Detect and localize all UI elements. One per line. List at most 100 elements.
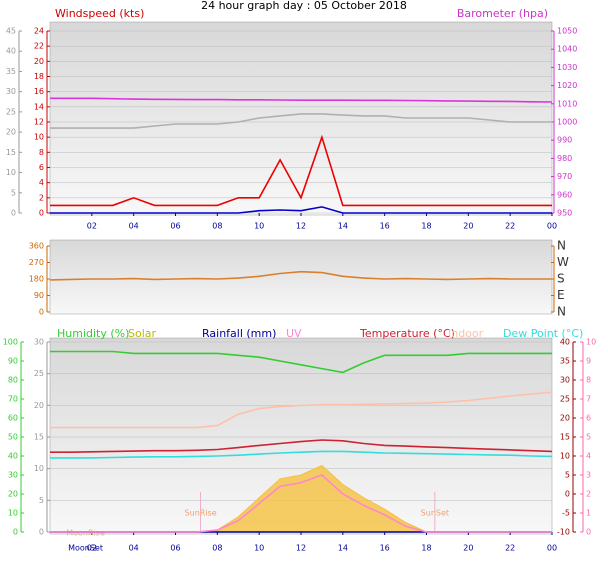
x-tick-label: 08	[212, 544, 222, 553]
y-tick-label: 10	[560, 452, 570, 461]
line	[50, 134, 552, 207]
y-tick-label: 25	[560, 395, 570, 404]
line	[50, 450, 553, 459]
y-tick-label: 3	[586, 471, 591, 480]
y-tick-label: 10	[8, 509, 18, 518]
y-tick-label: 45	[6, 27, 16, 36]
x-tick-label: 16	[380, 544, 390, 553]
line	[50, 113, 552, 129]
x-tick-label: 16	[380, 222, 390, 231]
y-tick-label: 970	[557, 172, 572, 181]
x-tick-label: 04	[129, 222, 139, 231]
y-tick-label: 980	[557, 154, 572, 163]
legend-entry: UV	[286, 327, 302, 340]
x-tick-label: 22	[505, 222, 515, 231]
y-tick-label: 0	[13, 528, 18, 537]
x-tick-label: 12	[296, 222, 306, 231]
y-tick-label: N	[557, 305, 566, 319]
y-tick-label: 5	[565, 471, 570, 480]
y-tick-label: 1	[586, 509, 591, 518]
y-tick-label: 18	[34, 72, 44, 81]
y-tick-label: 0	[39, 528, 44, 537]
x-tick-label: 18	[421, 222, 431, 231]
line	[50, 474, 552, 533]
y-tick-label: 70	[8, 395, 18, 404]
y-tick-label: 24	[34, 27, 44, 36]
annotation: SunSet	[421, 509, 449, 518]
y-tick-label: 8	[39, 148, 44, 157]
y-tick-label: 20	[8, 490, 18, 499]
y-tick-label: 270	[29, 258, 44, 267]
y-tick-label: 10	[586, 338, 596, 347]
legend-entry: Humidity (%)	[57, 327, 129, 340]
x-tick-label: 04	[129, 544, 139, 553]
y-tick-label: 0	[565, 490, 570, 499]
y-tick-label: 40	[8, 452, 18, 461]
y-tick-label: 4	[39, 178, 44, 187]
y-tick-label: 20	[6, 128, 16, 137]
y-tick-label: 100	[3, 338, 18, 347]
y-tick-label: 25	[34, 369, 44, 378]
y-tick-label: 6	[39, 163, 44, 172]
y-tick-label: 10	[34, 464, 44, 473]
y-tick-label: 1050	[557, 27, 577, 36]
y-tick-label: 2	[39, 193, 44, 202]
y-tick-label: 25	[6, 107, 16, 116]
y-tick-label: 8	[586, 376, 591, 385]
y-tick-label: 22	[34, 42, 44, 51]
chart-title: 24 hour graph day : 05 October 2018	[201, 0, 407, 12]
y-tick-label: 30	[34, 338, 44, 347]
line	[50, 350, 552, 374]
y-tick-label: 16	[34, 87, 44, 96]
y-tick-label: 20	[34, 57, 44, 66]
y-tick-label: S	[557, 272, 565, 286]
annotation: MoonRise	[66, 529, 105, 538]
y-tick-label: 10	[34, 133, 44, 142]
y-tick-label: 60	[8, 414, 18, 423]
legend-entry: Solar	[128, 327, 157, 340]
x-tick-label: 20	[463, 222, 473, 231]
y-tick-label: -10	[557, 528, 570, 537]
y-tick-label: 2	[586, 490, 591, 499]
axis-title: Barometer (hpa)	[457, 7, 548, 20]
y-tick-label: 1040	[557, 45, 577, 54]
x-tick-label: 02	[87, 222, 97, 231]
legend-entry: Dew Point (°C)	[503, 327, 583, 340]
y-tick-label: 90	[8, 357, 18, 366]
x-tick-label: 22	[505, 544, 515, 553]
x-tick-label: 00	[547, 544, 557, 553]
y-tick-label: 20	[34, 401, 44, 410]
x-tick-label: 08	[212, 222, 222, 231]
y-tick-label: 9	[586, 357, 591, 366]
y-tick-label: E	[557, 288, 565, 302]
y-tick-label: 30	[6, 87, 16, 96]
y-tick-label: 14	[34, 102, 44, 111]
line	[50, 439, 553, 453]
line	[50, 206, 552, 214]
y-tick-label: 12	[34, 118, 44, 127]
y-tick-label: 10	[6, 168, 16, 177]
y-tick-label: 360	[29, 242, 44, 251]
y-tick-label: 1000	[557, 118, 577, 127]
x-tick-label: 10	[254, 222, 264, 231]
y-tick-label: 180	[29, 275, 44, 284]
y-tick-label: 7	[586, 395, 591, 404]
y-tick-label: -5	[562, 509, 570, 518]
y-tick-label: 1030	[557, 63, 577, 72]
x-tick-label: 18	[421, 544, 431, 553]
x-tick-label: 14	[338, 544, 348, 553]
y-tick-label: 960	[557, 190, 572, 199]
x-tick-label: 14	[338, 222, 348, 231]
y-tick-label: 0	[586, 528, 591, 537]
x-tick-label: 10	[254, 544, 264, 553]
x-tick-label: 06	[170, 222, 180, 231]
x-tick-label: 20	[463, 544, 473, 553]
y-tick-label: 90	[34, 291, 44, 300]
y-tick-label: 40	[6, 47, 16, 56]
x-tick-label: 12	[296, 544, 306, 553]
legend-entry: Temperature (°C)	[359, 327, 455, 340]
y-tick-label: 0	[39, 209, 44, 218]
line	[50, 391, 553, 429]
y-tick-label: 0	[39, 308, 44, 317]
